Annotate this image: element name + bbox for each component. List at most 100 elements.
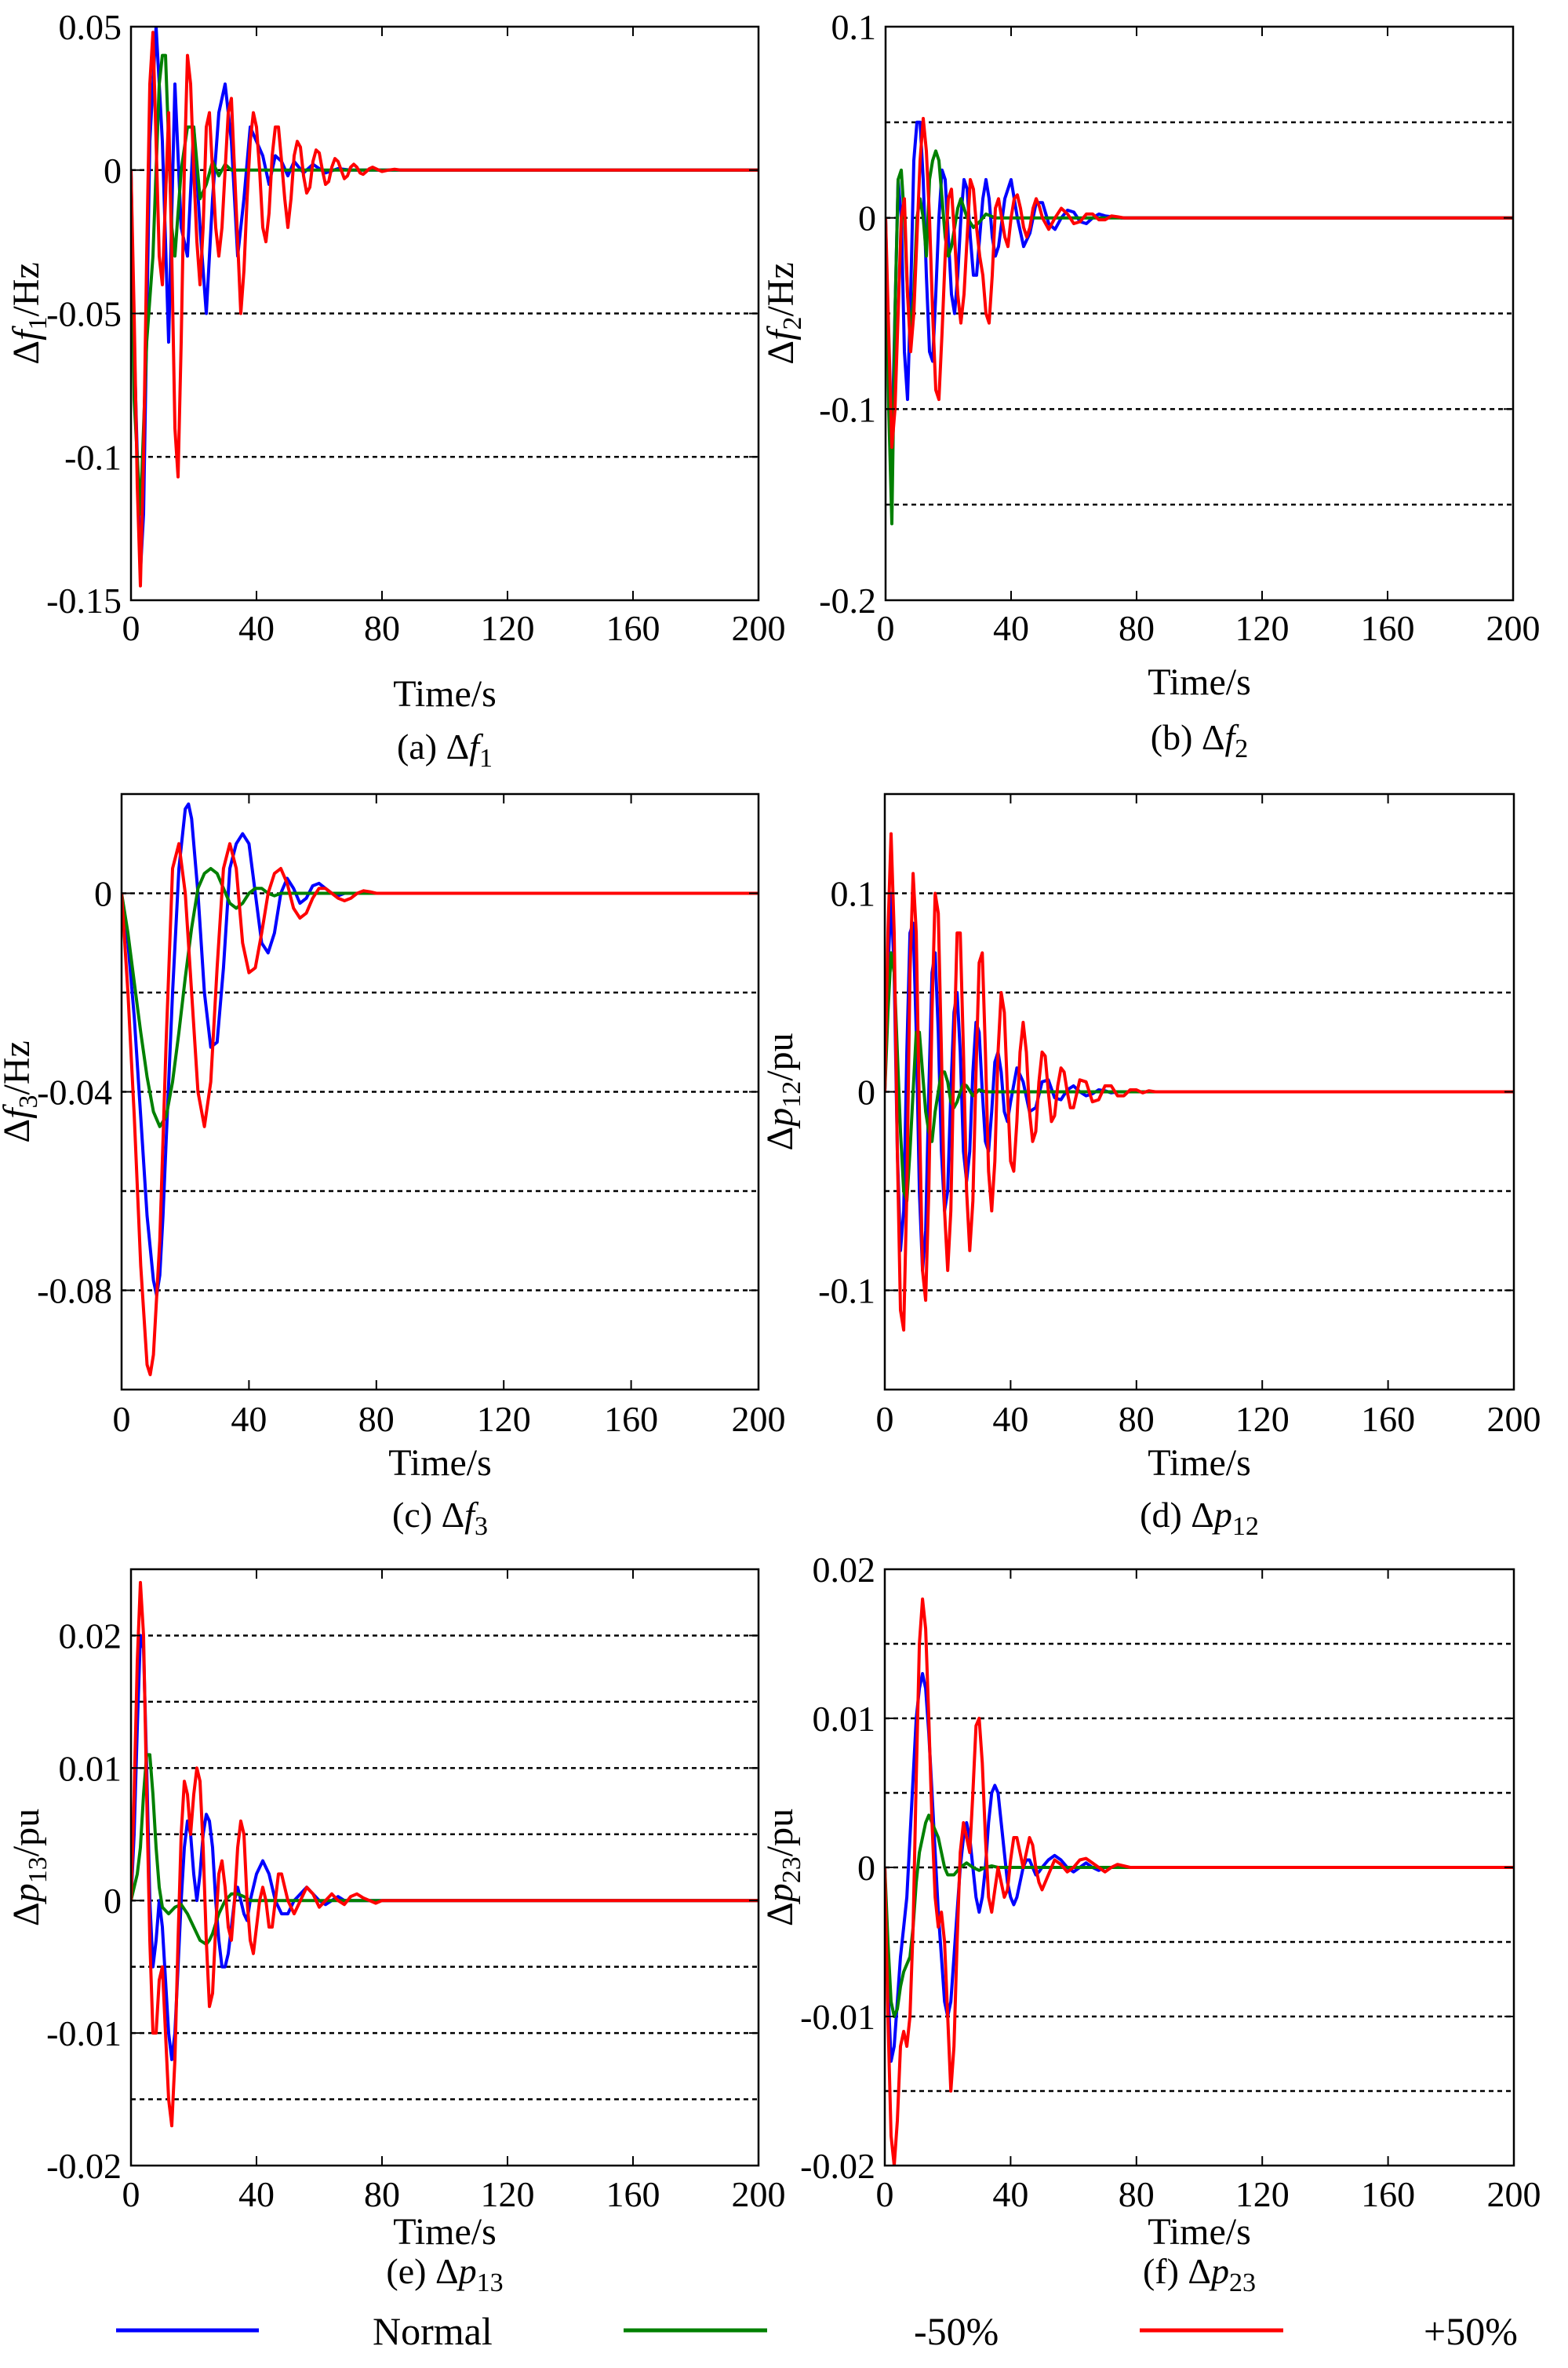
x-tick-label: 40 xyxy=(992,2174,1028,2214)
y-tick-label: -0.04 xyxy=(37,1073,112,1113)
y-tick-label: 0.01 xyxy=(813,1699,876,1739)
x-tick-label: 120 xyxy=(481,608,535,648)
x-tick-label: 0 xyxy=(122,608,140,648)
y-tick-label: -0.1 xyxy=(818,1271,875,1311)
chart-panel-b: 0 40 80 120 160 200 -0.2 -0.1 0 0.1 Time/s Δf2/Hz (b… xyxy=(760,7,1541,763)
series-line-plus50pct xyxy=(885,1597,1514,2166)
x-tick-label: 200 xyxy=(1487,1399,1541,1439)
chart-panel-e: 0 40 80 120 160 200 -0.02 -0.01 0 0.01 0.02 Time/s Δ… xyxy=(5,1568,786,2297)
x-tick-label: 40 xyxy=(231,1399,267,1439)
series-line-normal xyxy=(122,802,759,1297)
x-tick-label: 200 xyxy=(732,608,786,648)
series-line-plus50pct xyxy=(886,117,1513,450)
panel-caption: (e) Δp13 xyxy=(386,2251,503,2297)
x-tick-label: 40 xyxy=(992,1399,1028,1439)
x-tick-label: 160 xyxy=(1361,1399,1415,1439)
series-line-minus50pct xyxy=(131,53,759,516)
y-tick-label: 0.02 xyxy=(813,1550,876,1590)
x-axis-label: Time/s xyxy=(388,1442,492,1484)
series-line-plus50pct xyxy=(885,832,1514,1332)
panel-caption: (f) Δp23 xyxy=(1143,2251,1256,2297)
x-tick-label: 80 xyxy=(1119,608,1155,648)
y-tick-label: -0.2 xyxy=(819,581,876,621)
axes-frame xyxy=(129,1568,760,2167)
x-tick-label: 0 xyxy=(122,2174,140,2214)
series-line-normal xyxy=(885,891,1514,1273)
y-axis-label: Δp12/pu xyxy=(759,1033,806,1150)
x-tick-label: 80 xyxy=(364,608,400,648)
legend-label: -50% xyxy=(914,2309,999,2353)
x-tick-label: 40 xyxy=(238,2174,275,2214)
series-line-normal xyxy=(886,120,1513,450)
legend-label: +50% xyxy=(1424,2309,1518,2353)
y-tick-label: 0 xyxy=(857,1073,875,1113)
x-tick-label: 120 xyxy=(1235,1399,1290,1439)
chart-panel-a: 0 40 80 120 160 200 -0.15 -0.1 -0.05 0 0.05 Time/s Δ… xyxy=(5,7,786,773)
x-tick-label: 120 xyxy=(481,2174,535,2214)
series-line-minus50pct xyxy=(885,1813,1514,2018)
x-tick-label: 0 xyxy=(877,608,895,648)
x-tick-label: 200 xyxy=(732,2174,786,2214)
panel-caption: (a) Δf1 xyxy=(397,727,493,773)
x-axis-label: Time/s xyxy=(393,2211,497,2253)
panel-caption: (c) Δf3 xyxy=(392,1495,488,1541)
series-line-minus50pct xyxy=(122,866,759,1128)
x-tick-label: 160 xyxy=(606,608,660,648)
x-tick-label: 120 xyxy=(477,1399,531,1439)
x-axis-label: Time/s xyxy=(1148,661,1251,703)
panel-caption: (d) Δp12 xyxy=(1140,1495,1259,1541)
x-tick-label: 200 xyxy=(732,1399,786,1439)
y-axis-label: Δf2/Hz xyxy=(760,262,807,365)
chart-panel-d: 0 40 80 120 160 200 -0.1 0 0.1 Time/s Δp12/pu (d) Δ… xyxy=(759,792,1541,1541)
y-tick-label: 0 xyxy=(104,151,122,191)
x-tick-label: 160 xyxy=(1361,608,1415,648)
x-tick-label: 0 xyxy=(113,1399,131,1439)
x-tick-label: 160 xyxy=(606,2174,660,2214)
x-tick-label: 200 xyxy=(1487,2174,1541,2214)
y-tick-label: 0.01 xyxy=(59,1748,122,1788)
chart-panel-c: 0 40 80 120 160 200 -0.08 -0.04 0 Time/s Δf3/Hz (c)… xyxy=(0,792,786,1541)
y-axis-label: Δp23/pu xyxy=(759,1809,806,1926)
y-tick-label: 0.02 xyxy=(59,1616,122,1656)
x-tick-label: 120 xyxy=(1235,2174,1290,2214)
y-tick-label: 0 xyxy=(104,1881,122,1921)
series-line-normal xyxy=(131,1634,759,2061)
y-tick-label: -0.1 xyxy=(64,437,122,477)
y-tick-label: 0.05 xyxy=(59,7,122,47)
y-axis-label: Δf3/Hz xyxy=(0,1040,43,1143)
y-tick-label: 0.1 xyxy=(831,7,877,47)
x-axis-label: Time/s xyxy=(1148,2211,1251,2253)
series-line-normal xyxy=(131,27,759,574)
y-tick-label: -0.05 xyxy=(46,294,122,334)
y-tick-label: -0.15 xyxy=(46,581,122,621)
x-tick-label: 160 xyxy=(1361,2174,1415,2214)
series-line-plus50pct xyxy=(131,31,759,588)
x-tick-label: 80 xyxy=(1119,2174,1155,2214)
y-tick-label: -0.01 xyxy=(800,1997,875,2037)
x-tick-label: 80 xyxy=(358,1399,395,1439)
x-axis-label: Time/s xyxy=(393,673,497,715)
series-line-minus50pct xyxy=(131,1753,759,1946)
y-tick-label: -0.01 xyxy=(46,2013,122,2053)
y-tick-label: -0.02 xyxy=(800,2146,875,2186)
x-tick-label: 200 xyxy=(1486,608,1541,648)
series-line-plus50pct xyxy=(122,842,759,1376)
x-tick-label: 80 xyxy=(1119,1399,1155,1439)
x-tick-label: 0 xyxy=(876,1399,894,1439)
y-axis-label: Δp13/pu xyxy=(5,1809,53,1926)
y-tick-label: -0.1 xyxy=(819,389,876,429)
y-tick-label: 0 xyxy=(94,874,112,914)
axes-frame xyxy=(884,25,1515,602)
y-tick-label: 0 xyxy=(857,1848,875,1888)
legend-label: Normal xyxy=(373,2309,493,2353)
x-tick-label: 40 xyxy=(238,608,275,648)
legend: Normal -50% +50% xyxy=(116,2309,1518,2353)
y-tick-label: 0.1 xyxy=(831,874,876,914)
y-tick-label: -0.08 xyxy=(37,1271,112,1311)
x-tick-label: 0 xyxy=(876,2174,894,2214)
x-tick-label: 160 xyxy=(604,1399,658,1439)
x-tick-label: 120 xyxy=(1235,608,1290,648)
y-axis-label: Δf1/Hz xyxy=(5,262,53,365)
series-line-plus50pct xyxy=(131,1580,759,2128)
